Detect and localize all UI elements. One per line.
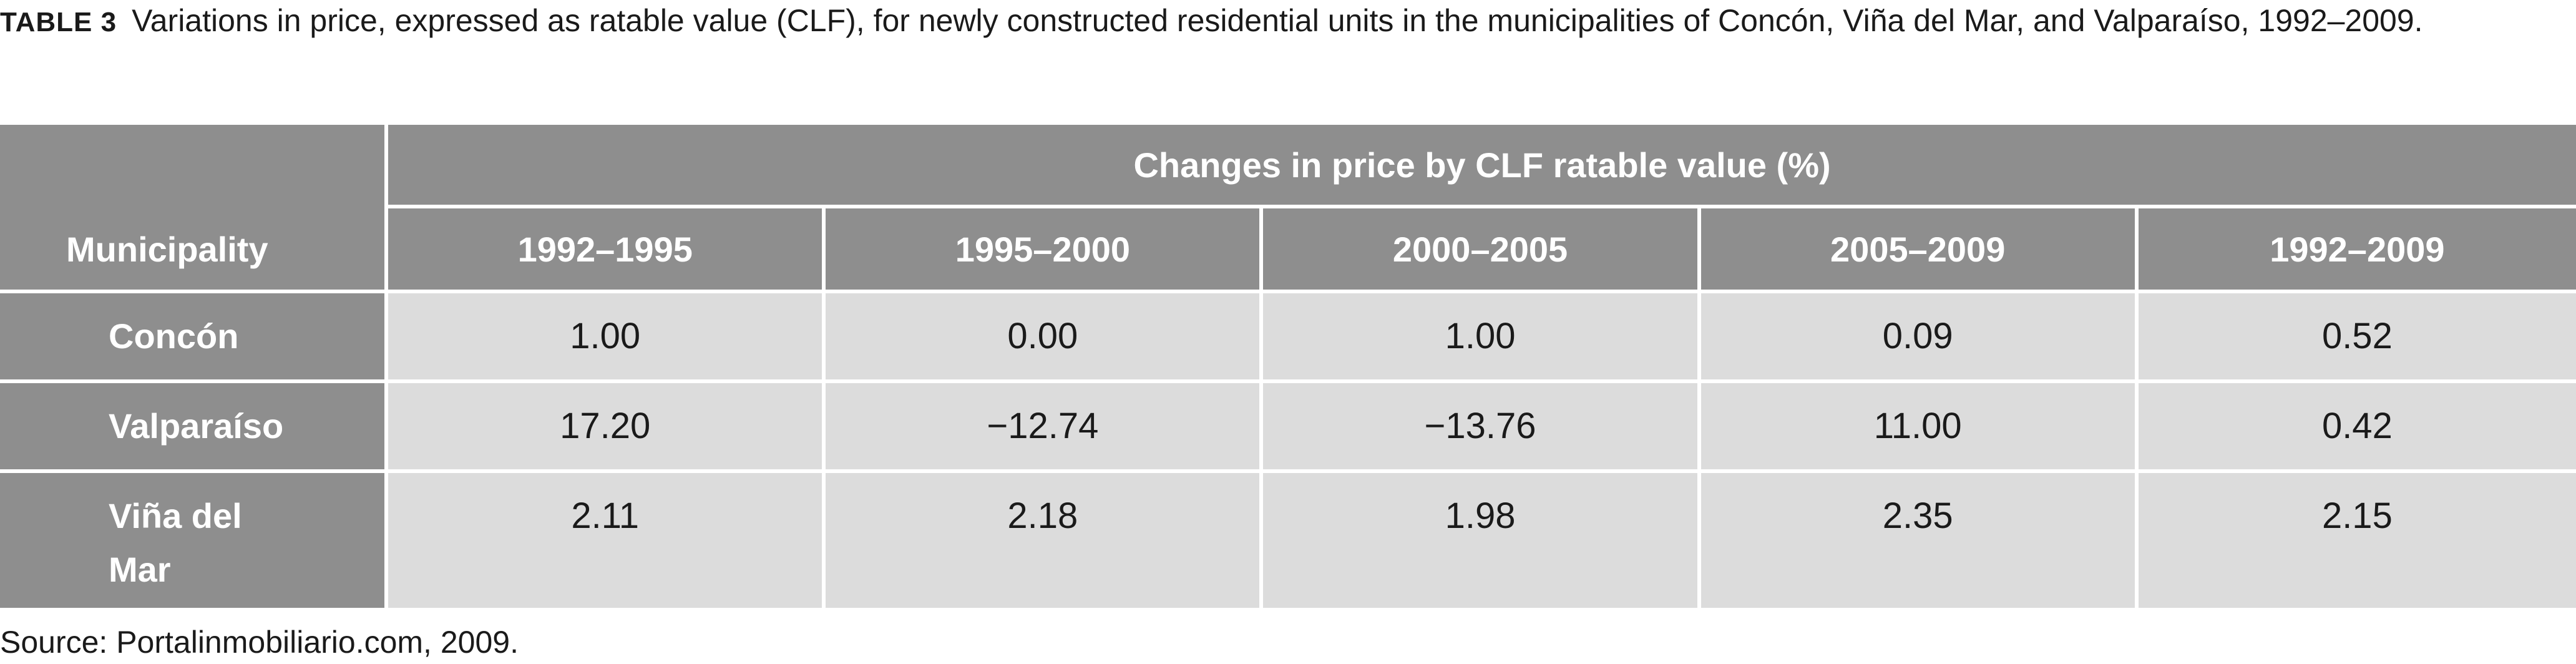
table-cell: 1.00 — [388, 293, 826, 383]
table-cell: 1.00 — [1263, 293, 1701, 383]
period-header: 2005–2009 — [1700, 208, 2139, 293]
period-header: 1992–1995 — [388, 208, 826, 293]
period-header: 2000–2005 — [1263, 208, 1701, 293]
period-header: 1992–2009 — [2138, 208, 2576, 293]
table-cell: 0.52 — [2138, 293, 2576, 383]
municipality-header: Municipality — [0, 125, 389, 293]
price-variation-table-container: Municipality Changes in price by CLF rat… — [0, 125, 2576, 608]
municipality-name: Viña del Mar — [0, 473, 389, 608]
source-note: Source: Portalinmobiliario.com, 2009. — [0, 625, 519, 660]
table-cell: 2.11 — [388, 473, 826, 608]
table-row: Concón 1.00 0.00 1.00 0.09 0.52 — [0, 293, 2576, 383]
table-cell: 2.35 — [1700, 473, 2139, 608]
municipality-name: Valparaíso — [0, 383, 389, 473]
table-row: Viña del Mar 2.11 2.18 1.98 2.35 2.15 — [0, 473, 2576, 608]
table-caption: TABLE 3 Variations in price, expressed as… — [0, 0, 2576, 43]
table-cell: 0.09 — [1700, 293, 2139, 383]
table-cell: 11.00 — [1700, 383, 2139, 473]
caption-text: Variations in price, expressed as ratabl… — [132, 3, 2423, 38]
table-row: Valparaíso 17.20 −12.74 −13.76 11.00 0.4… — [0, 383, 2576, 473]
table-cell: 2.15 — [2138, 473, 2576, 608]
group-header: Changes in price by CLF ratable value (%… — [388, 125, 2576, 208]
table-cell: 0.42 — [2138, 383, 2576, 473]
header-row-periods: 1992–1995 1995–2000 2000–2005 2005–2009 … — [0, 208, 2576, 293]
table-cell: 1.98 — [1263, 473, 1701, 608]
price-variation-table: Municipality Changes in price by CLF rat… — [0, 125, 2576, 608]
municipality-name: Concón — [0, 293, 389, 383]
table-cell: 2.18 — [826, 473, 1264, 608]
table-label: TABLE 3 — [0, 7, 117, 37]
table-cell: 17.20 — [388, 383, 826, 473]
table-cell: −13.76 — [1263, 383, 1701, 473]
table-cell: −12.74 — [826, 383, 1264, 473]
period-header: 1995–2000 — [826, 208, 1264, 293]
table-cell: 0.00 — [826, 293, 1264, 383]
header-row-group: Municipality Changes in price by CLF rat… — [0, 125, 2576, 293]
